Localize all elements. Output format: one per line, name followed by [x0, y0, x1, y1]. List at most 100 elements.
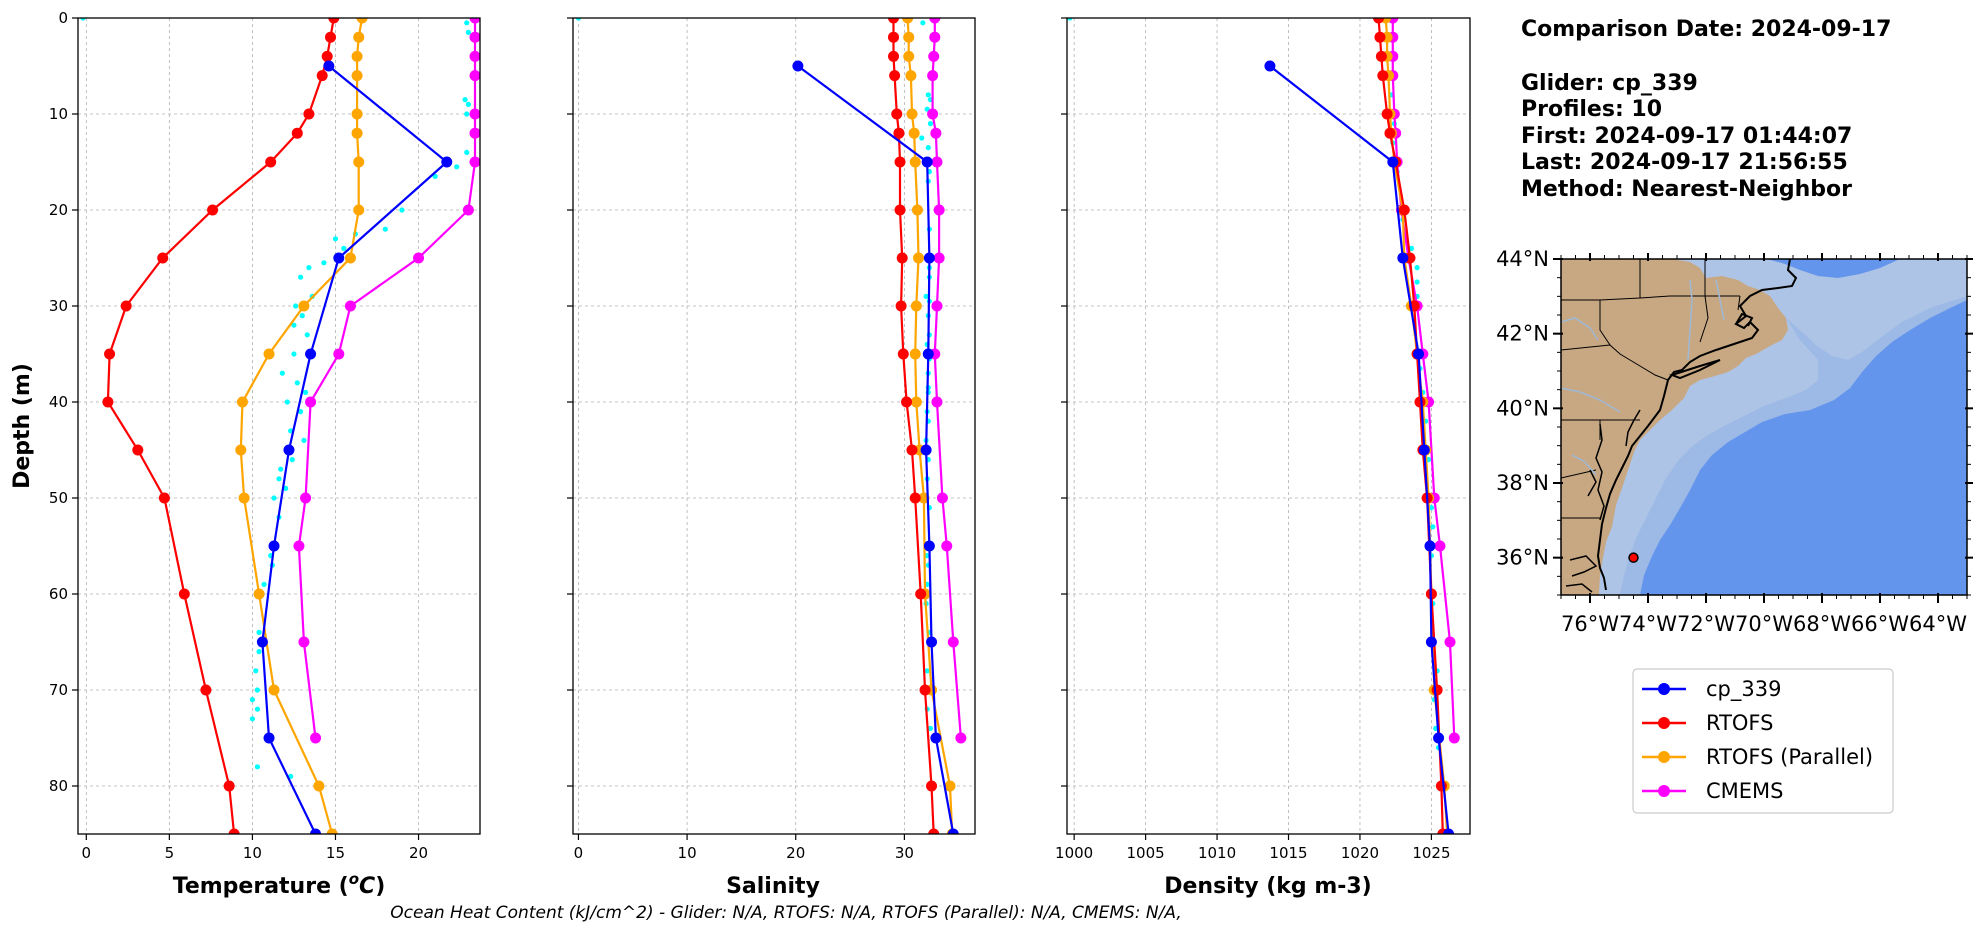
- temperature-point-rtofs_parallel: [353, 204, 365, 216]
- temperature-obs-point: [306, 265, 312, 271]
- salinity-point-rtofs_parallel: [944, 780, 956, 792]
- temperature-obs-point: [256, 649, 262, 655]
- temperature-point-rtofs: [316, 70, 328, 82]
- density-point-glider: [1264, 60, 1276, 72]
- map-lon-label: 64°W: [1909, 612, 1967, 636]
- temperature-panel: 0 5 10 15 20 0 10 20 30 40 50 60 70 80: [49, 9, 481, 862]
- salinity-point-rtofs_parallel: [908, 127, 920, 139]
- temperature-point-glider: [263, 732, 275, 744]
- temperature-obs-point: [249, 716, 256, 722]
- glider-location-marker: [1628, 552, 1639, 563]
- temperature-point-cmems: [462, 204, 474, 216]
- temperature-obs-point: [464, 111, 470, 117]
- density-point-rtofs: [1435, 780, 1447, 792]
- temperature-point-rtofs_parallel: [351, 108, 363, 120]
- depth-axis-title: Depth (m): [10, 363, 35, 489]
- density-point-glider: [1397, 252, 1409, 264]
- map-lat-label: 40°N: [1496, 396, 1549, 420]
- salinity-point-cmems: [931, 396, 943, 408]
- temperature-point-rtofs_parallel: [353, 31, 365, 43]
- temperature-point-cmems: [469, 18, 480, 24]
- temperature-point-glider: [441, 156, 453, 168]
- legend-frame: [1632, 668, 1894, 814]
- salinity-point-rtofs_parallel: [902, 18, 914, 24]
- density-line-cmems: [1391, 18, 1456, 739]
- temperature-obs-point: [301, 437, 307, 443]
- salinity-point-cmems: [929, 18, 941, 24]
- salinity-point-glider: [926, 636, 938, 648]
- temperature-point-rtofs_parallel: [326, 828, 338, 834]
- temperature-line-rtofs_parallel: [239, 18, 364, 834]
- temperature-point-rtofs_parallel: [353, 156, 365, 168]
- temperature-obs-point: [464, 149, 470, 155]
- salinity-point-rtofs_parallel: [909, 348, 921, 360]
- temperature-xtick-label: 5: [165, 844, 175, 862]
- temperature-point-glider: [333, 252, 345, 264]
- salinity-point-rtofs: [888, 18, 900, 24]
- temperature-xtick-label: 20: [409, 844, 428, 862]
- salinity-obs-point: [927, 725, 934, 732]
- salinity-point-rtofs: [915, 588, 927, 600]
- salinity-point-rtofs: [901, 396, 913, 408]
- density-point-rtofs: [1375, 50, 1387, 62]
- legend-label-glider: cp_339: [1706, 677, 1781, 702]
- temperature-obs-point: [399, 207, 405, 213]
- comparison-date: Comparison Date: 2024-09-17: [1521, 17, 1891, 42]
- temperature-obs-point: [304, 332, 310, 338]
- salinity-point-cmems: [933, 252, 945, 264]
- salinity-axis-title: Salinity: [726, 874, 820, 899]
- density-grid: [1067, 17, 1470, 834]
- salinity-point-rtofs: [896, 252, 908, 264]
- temperature-point-rtofs_parallel: [298, 300, 310, 312]
- temperature-point-cmems: [469, 108, 480, 120]
- salinity-point-cmems: [936, 492, 948, 504]
- map-lat-label: 44°N: [1496, 247, 1549, 271]
- density-obs-point: [1428, 505, 1435, 511]
- temperature-obs-point: [465, 101, 471, 107]
- last-time: Last: 2024-09-17 21:56:55: [1521, 150, 1848, 175]
- salinity-point-glider: [923, 540, 935, 552]
- temperature-obs-point: [254, 764, 261, 770]
- density-xtick-label: 1010: [1198, 844, 1236, 862]
- temperature-ytick-label: 70: [49, 681, 68, 699]
- salinity-point-rtofs_parallel: [903, 31, 915, 43]
- legend-marker-rtofs: [1658, 717, 1670, 729]
- temperature-point-rtofs: [178, 588, 190, 600]
- temperature-obs-point: [254, 687, 261, 693]
- temperature-point-cmems: [344, 300, 356, 312]
- salinity-point-rtofs_parallel: [905, 70, 917, 82]
- salinity-point-rtofs: [888, 50, 900, 62]
- density-point-rtofs: [1398, 204, 1410, 216]
- salinity-point-rtofs: [894, 156, 906, 168]
- salinity-obs-point: [925, 92, 931, 98]
- salinity-point-cmems: [941, 540, 953, 552]
- density-xtick-label: 1025: [1412, 844, 1450, 862]
- temperature-point-rtofs: [200, 684, 212, 696]
- density-point-glider: [1387, 156, 1399, 168]
- temperature-obs-point: [291, 322, 297, 328]
- temperature-obs-point: [283, 485, 289, 491]
- legend-label-cmems: CMEMS: [1706, 779, 1784, 803]
- temperature-obs-point: [261, 581, 267, 588]
- temperature-point-rtofs: [291, 127, 303, 139]
- density-point-rtofs: [1414, 396, 1426, 408]
- density-point-cmems: [1444, 636, 1456, 648]
- density-point-glider: [1418, 444, 1430, 456]
- salinity-point-rtofs: [926, 780, 938, 792]
- temperature-obs-point: [341, 245, 347, 251]
- temperature-obs-point: [462, 97, 468, 103]
- map-rivers: [1561, 279, 1725, 476]
- temperature-ytick-label: 50: [49, 489, 68, 507]
- temperature-xtick-label: 15: [326, 844, 345, 862]
- temperature-point-cmems: [300, 492, 312, 504]
- salinity-point-glider: [922, 348, 934, 360]
- map-lat-label: 42°N: [1496, 322, 1549, 346]
- map-lon-label: 70°W: [1735, 612, 1793, 636]
- temperature-obs-point: [321, 260, 327, 266]
- salinity-point-rtofs_parallel: [913, 252, 925, 264]
- density-line-rtofs: [1377, 18, 1444, 834]
- salinity-point-cmems: [955, 732, 967, 744]
- density-obs-point: [1430, 524, 1436, 530]
- temperature-axis-title: Temperature (oC): [173, 870, 386, 899]
- density-point-glider: [1424, 540, 1436, 552]
